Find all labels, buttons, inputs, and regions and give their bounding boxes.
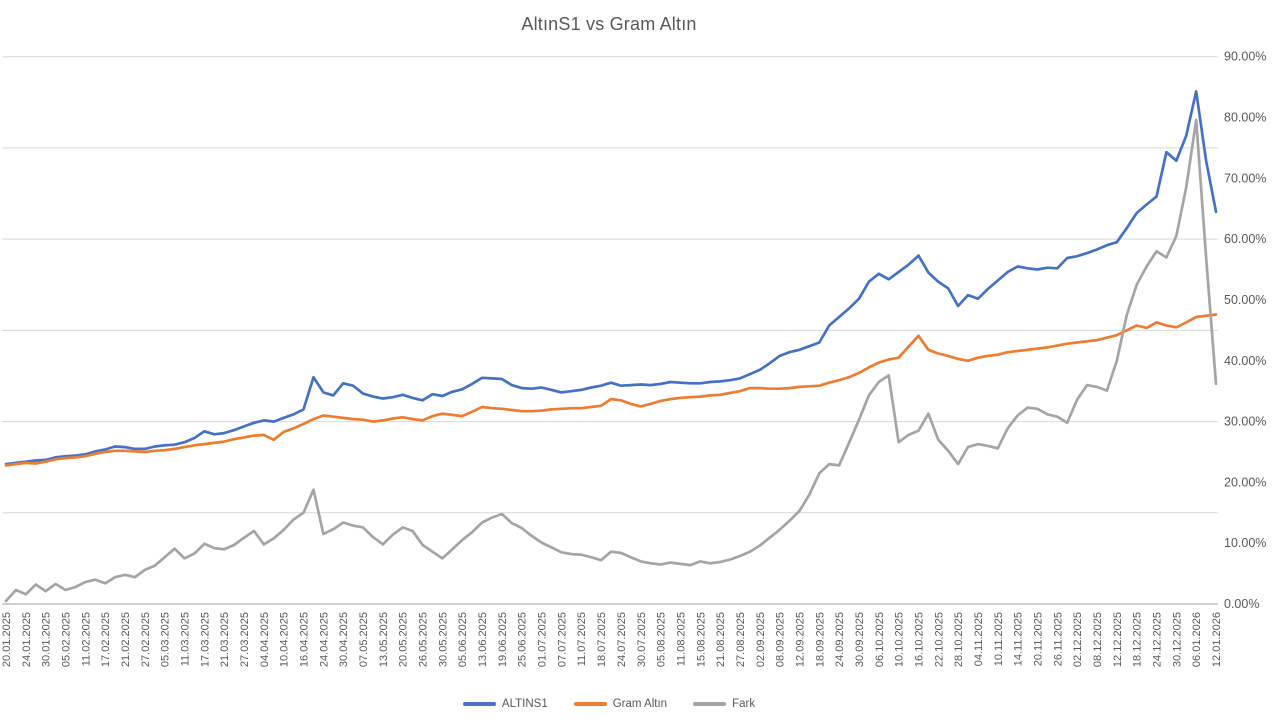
x-axis-tick-label: 18.09.2025 <box>814 612 826 667</box>
x-axis-tick-label: 08.12.2025 <box>1092 612 1104 667</box>
y-axis-tick-label: 40.00% <box>1224 354 1266 368</box>
legend-item: ALTINS1 <box>462 698 548 710</box>
x-axis-tick-label: 11.02.2025 <box>80 612 92 666</box>
y-axis-tick-label: 10.00% <box>1224 536 1266 550</box>
x-axis-tick-label: 05.06.2025 <box>457 612 469 667</box>
x-axis-tick-label: 30.05.2025 <box>437 612 449 667</box>
x-axis-tick-label: 04.11.2025 <box>973 612 985 666</box>
x-axis-tick-label: 17.03.2025 <box>199 612 211 667</box>
x-axis-tick-label: 11.03.2025 <box>180 612 192 666</box>
x-axis-tick-label: 08.09.2025 <box>775 612 787 667</box>
x-axis-tick-label: 21.03.2025 <box>219 612 231 667</box>
x-axis-tick-label: 18.07.2025 <box>596 612 608 667</box>
x-axis-tick-label: 20.05.2025 <box>398 612 410 667</box>
x-axis-tick-label: 12.01.2026 <box>1211 612 1223 667</box>
x-axis-tick-label: 25.06.2025 <box>517 612 529 667</box>
x-axis-tick-label: 13.05.2025 <box>378 612 390 667</box>
x-axis-tick-label: 16.04.2025 <box>299 612 311 667</box>
x-axis-tick-label: 24.09.2025 <box>834 612 846 667</box>
x-axis-tick-label: 07.05.2025 <box>358 612 370 667</box>
x-axis-tick-label: 19.06.2025 <box>497 612 509 667</box>
legend-line-swatch <box>573 702 607 706</box>
x-axis-tick-label: 26.05.2025 <box>418 612 430 667</box>
x-axis-tick-label: 30.07.2025 <box>636 612 648 667</box>
x-axis-tick-label: 10.04.2025 <box>279 612 291 667</box>
x-axis-tick-label: 22.10.2025 <box>933 612 945 667</box>
x-axis-tick-label: 30.04.2025 <box>338 612 350 667</box>
x-axis-tick-label: 10.10.2025 <box>894 612 906 667</box>
x-axis-tick-label: 24.04.2025 <box>318 612 330 667</box>
x-axis-tick-label: 11.08.2025 <box>675 612 687 666</box>
legend-label: ALTINS1 <box>501 698 548 710</box>
legend-label: Gram Altın <box>612 698 668 710</box>
x-axis-tick-label: 24.07.2025 <box>616 612 628 667</box>
x-axis-tick-label: 04.04.2025 <box>259 612 271 667</box>
x-axis-tick-label: 02.09.2025 <box>755 612 767 667</box>
x-axis-tick-label: 05.03.2025 <box>160 612 172 667</box>
x-axis-tick-label: 10.11.2025 <box>993 612 1005 666</box>
x-axis-tick-label: 05.08.2025 <box>656 612 668 667</box>
x-axis-tick-label: 21.08.2025 <box>715 612 727 667</box>
chart-title: AltınS1 vs Gram Altın <box>521 14 697 34</box>
x-axis-tick-label: 02.12.2025 <box>1072 612 1084 667</box>
x-axis-tick-label: 15.08.2025 <box>695 612 707 667</box>
x-axis-tick-label: 27.02.2025 <box>140 612 152 667</box>
x-axis-tick-label: 27.08.2025 <box>735 612 747 667</box>
x-axis-tick-label: 18.12.2025 <box>1132 612 1144 667</box>
x-axis-tick-label: 26.11.2025 <box>1052 612 1064 666</box>
x-axis-tick-label: 01.07.2025 <box>537 612 549 667</box>
y-axis-tick-label: 30.00% <box>1224 415 1266 429</box>
chart-legend: ALTINS1 Gram Altın Fark <box>0 698 1218 710</box>
series-line-fark <box>4 118 1218 603</box>
x-axis-tick-label: 13.06.2025 <box>477 612 489 667</box>
legend-item: Fark <box>693 698 755 710</box>
x-axis-tick-label: 20.01.2025 <box>1 612 13 667</box>
x-axis-tick-label: 28.10.2025 <box>953 612 965 667</box>
x-axis-tick-label: 30.01.2025 <box>41 612 53 667</box>
x-axis-tick-label: 14.11.2025 <box>1013 612 1025 666</box>
x-axis-tick-label: 24.01.2025 <box>21 612 33 667</box>
y-axis-tick-label: 90.00% <box>1224 50 1266 64</box>
y-axis-tick-label: 80.00% <box>1224 111 1266 125</box>
x-axis-tick-label: 16.10.2025 <box>913 612 925 667</box>
x-axis-tick-label: 27.03.2025 <box>239 612 251 667</box>
y-axis-tick-label: 60.00% <box>1224 232 1266 246</box>
legend-label: Fark <box>732 698 756 710</box>
legend-item: Gram Altın <box>573 698 668 710</box>
y-axis-tick-label: 20.00% <box>1224 475 1266 489</box>
y-axis-tick-label: 70.00% <box>1224 171 1266 185</box>
legend-line-swatch <box>462 702 496 706</box>
x-axis-tick-label: 20.11.2025 <box>1032 612 1044 666</box>
x-axis-tick-label: 06.10.2025 <box>874 612 886 667</box>
x-axis-tick-label: 24.12.2025 <box>1151 612 1163 667</box>
y-axis-tick-label: 50.00% <box>1224 293 1266 307</box>
x-axis-tick-label: 17.02.2025 <box>100 612 112 667</box>
x-axis-tick-label: 12.09.2025 <box>794 612 806 667</box>
x-axis-tick-label: 30.09.2025 <box>854 612 866 667</box>
x-axis-tick-label: 11.07.2025 <box>576 612 588 666</box>
x-axis-tick-label: 21.02.2025 <box>120 612 132 667</box>
series-line-altins1 <box>4 90 1218 466</box>
x-axis-tick-label: 05.02.2025 <box>61 612 73 667</box>
series-line-gram-altın <box>4 313 1218 467</box>
x-axis-tick-label: 06.01.2026 <box>1191 612 1203 667</box>
y-axis-tick-label: 0.00% <box>1224 597 1259 611</box>
x-axis-tick-label: 12.12.2025 <box>1112 612 1124 667</box>
x-axis-tick-label: 30.12.2025 <box>1171 612 1183 667</box>
legend-line-swatch <box>693 702 727 706</box>
x-axis-tick-label: 07.07.2025 <box>556 612 568 667</box>
